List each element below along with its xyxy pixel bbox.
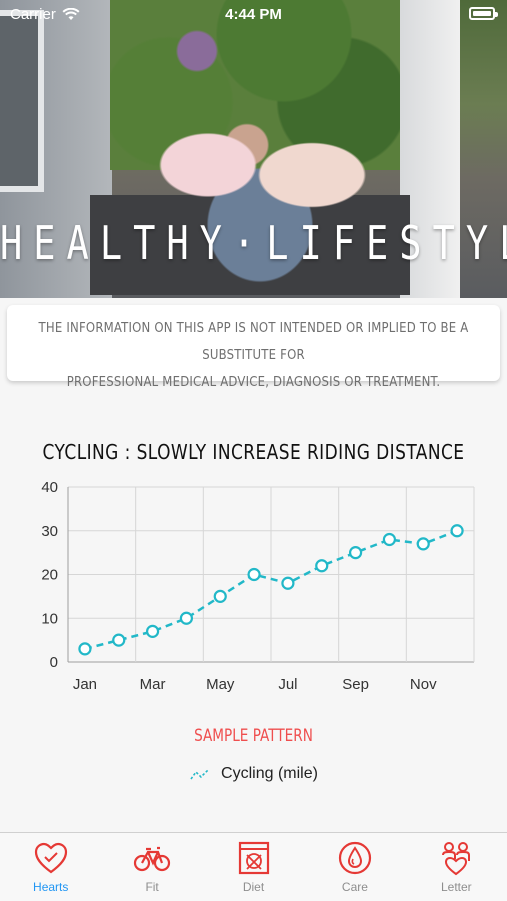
tab-label-care: Care <box>341 880 368 894</box>
data-point <box>112 633 126 647</box>
legend-line-icon <box>190 769 209 780</box>
status-bar: Carrier 4:44 PM <box>0 0 507 30</box>
data-point <box>179 611 194 625</box>
tab-label-diet: Diet <box>242 880 265 894</box>
tab-bar: Hearts Fit Diet Care <box>0 832 507 901</box>
data-point <box>450 524 464 538</box>
y-tick-label: 0 <box>50 654 58 671</box>
data-point <box>78 642 92 656</box>
house-window <box>0 10 44 192</box>
y-tick-label: 10 <box>41 610 58 627</box>
data-point <box>213 589 227 603</box>
hero-title: HEALTHY·LIFESTYLE <box>0 216 507 271</box>
tab-hearts[interactable]: Hearts <box>0 833 101 901</box>
disclaimer-line-1: THE INFORMATION ON THIS APP IS NOT INTEN… <box>38 321 469 363</box>
y-tick-label: 30 <box>41 523 58 540</box>
tab-label-fit: Fit <box>145 880 159 894</box>
wifi-icon <box>62 8 80 20</box>
x-tick-label: Sep <box>342 676 369 693</box>
chart-legend: Cycling (mile) <box>0 765 507 783</box>
tab-care[interactable]: Care <box>304 833 405 901</box>
heart-icon <box>34 842 67 874</box>
porch-post <box>400 0 460 298</box>
tab-fit[interactable]: Fit <box>101 833 202 901</box>
y-tick-label: 40 <box>41 479 58 496</box>
disclaimer-line-2: PROFESSIONAL MEDICAL ADVICE, DIAGNOSIS O… <box>66 375 441 390</box>
sample-pattern-label: SAMPLE PATTERN <box>194 726 313 746</box>
tab-diet[interactable]: Diet <box>203 833 304 901</box>
tab-label-hearts: Hearts <box>33 880 69 894</box>
data-point <box>145 624 160 638</box>
data-point <box>382 532 397 547</box>
data-point <box>416 537 430 551</box>
y-tick-label: 20 <box>41 567 58 584</box>
data-point <box>315 559 329 573</box>
x-tick-label: Nov <box>410 676 437 693</box>
line-chart: 0 10 20 30 40 Jan Mar May Jul Sep Nov <box>41 479 475 693</box>
hero-banner: HEALTHY·LIFESTYLE <box>0 0 507 298</box>
bicycle-icon <box>134 846 171 872</box>
tab-letter[interactable]: Letter <box>406 833 507 901</box>
carrier-label: Carrier <box>10 6 56 23</box>
letter-icon <box>442 842 471 876</box>
family-photo <box>130 85 390 285</box>
x-tick-label: Jul <box>278 676 297 693</box>
carrier-info: Carrier <box>10 6 80 23</box>
x-tick-label: Mar <box>140 676 166 693</box>
tab-label-letter: Letter <box>440 880 472 894</box>
x-tick-label: Jan <box>73 676 97 693</box>
diet-icon <box>238 841 269 875</box>
disclaimer-card: THE INFORMATION ON THIS APP IS NOT INTEN… <box>7 305 500 390</box>
chart-title: CYCLING : SLOWLY INCREASE RIDING DISTANC… <box>42 440 465 464</box>
data-point <box>348 546 363 560</box>
x-tick-label: May <box>206 676 235 693</box>
status-time: 4:44 PM <box>225 6 282 23</box>
care-icon <box>338 841 372 875</box>
data-point <box>281 576 295 590</box>
battery-icon <box>469 7 498 20</box>
data-point <box>247 567 261 582</box>
legend-label: Cycling (mile) <box>221 765 318 782</box>
